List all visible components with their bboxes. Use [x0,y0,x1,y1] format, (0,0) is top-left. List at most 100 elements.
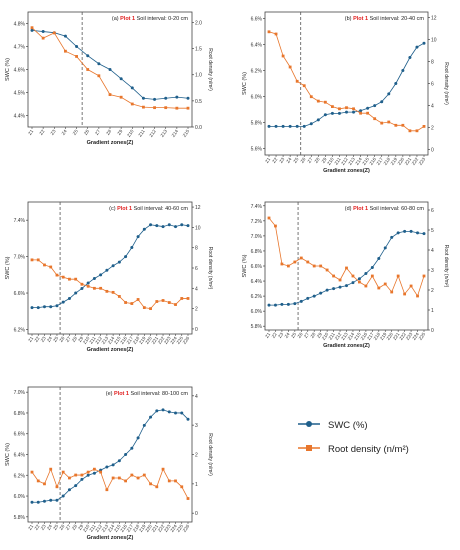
root-density-point [338,107,341,111]
root-density-point [288,65,292,69]
x-tick-label: Z5 [52,523,59,531]
x-tick-label: Z13 [101,335,110,345]
x-tick-label: Z8 [314,156,321,164]
y2-tick-label: 0 [195,327,198,333]
x-tick-label: Z8 [71,523,78,531]
x-tick-label: Z4 [284,331,291,339]
root-density-point [394,123,398,127]
x-tick-label: Z6 [296,331,303,339]
x-tick-label: Z1 [264,331,271,339]
x-tick-label: Z19 [379,331,388,341]
panel-interval: Soil interval: 20-40 cm [370,16,425,22]
x-tick-label: Z2 [38,128,45,136]
y-tick-label: 5.6% [251,147,263,153]
x-tick-label: Z15 [113,523,122,533]
root-density-point [68,476,71,480]
x-tick-label: Z8 [105,128,112,136]
swc-point [36,306,40,310]
x-tick-label: Z22 [411,156,420,166]
swc-point [92,471,96,475]
swc-point [155,224,159,228]
root-density-point [274,224,277,228]
swc-point [80,286,84,290]
root-density-point [299,256,303,260]
root-density-point [97,74,101,78]
swc-point [338,285,342,289]
root-density-point [49,467,53,471]
root-density-point [149,482,152,486]
x-tick-label: Z15 [361,156,370,166]
x-tick-label: Z6 [299,156,306,164]
root-density-point [295,79,299,83]
y-tick-label: 6.2% [14,327,26,333]
root-density-point [124,301,127,304]
swc-point [274,124,278,128]
root-density-point [161,467,165,471]
root-density-point [167,301,171,304]
x-tick-label: Z24 [411,331,420,341]
x-tick-label: Z15 [353,331,362,341]
y-tick-label: 5.8% [14,515,26,521]
root-density-point [416,294,419,298]
panel-plot-word: Plot 1 [353,16,368,22]
y-tick-label: 6.8% [14,411,26,417]
root-density-point [380,121,384,125]
root-density-point [55,273,59,277]
x-tick-label: Z13 [340,331,349,341]
x-tick-label: Z6 [58,523,65,531]
y-tick-label: 7.4% [251,204,263,210]
swc-point [408,56,412,59]
x-tick-label: Z25 [176,523,185,533]
y2-tick-label: 0.5 [195,99,202,105]
y2-axis-label: Root density (n/m²) [443,62,449,105]
root-density-point [36,258,40,262]
swc-point [316,118,320,122]
root-density-point [36,479,40,483]
root-density-point [74,277,78,281]
x-tick-label: Z3 [40,523,47,531]
y2-tick-label: 2.0 [195,20,202,26]
swc-point [124,453,128,456]
x-tick-label: Z10 [326,156,335,166]
root-density-point [64,49,67,53]
swc-point [108,68,112,71]
swc-point [49,305,53,309]
swc-point [130,446,134,450]
swc-point [312,294,316,298]
legend-root-label: Root density (n/m²) [328,444,409,455]
root-density-point [108,93,112,96]
y-tick-label: 4.4% [14,114,26,120]
swc-point [67,488,71,492]
swc-point [86,281,90,285]
x-tick-label: Z22 [157,523,166,533]
x-tick-label: Z9 [77,523,84,531]
root-density-series-line [268,31,425,132]
swc-point [267,303,271,307]
y2-axis-label: Root density (n/m²) [207,247,213,290]
root-density-point [281,54,285,58]
x-tick-label: Z7 [65,335,72,343]
x-tick-label: Z7 [306,156,313,164]
swc-point [280,302,284,306]
x-tick-label: Z1 [27,128,34,136]
x-tick-label: Z10 [321,331,330,341]
swc-point [357,277,361,281]
y2-tick-label: 6 [195,266,198,272]
swc-point [186,96,190,100]
x-tick-label: Z9 [316,331,323,339]
swc-point [55,498,59,502]
root-density-point [415,129,419,133]
x-tick-label: Z20 [144,335,153,345]
swc-point [61,494,65,498]
root-density-point [306,260,310,264]
x-tick-label: Z22 [398,331,407,341]
swc-point [30,28,34,32]
swc-point [124,255,128,259]
y-tick-label: 7.0% [251,234,263,240]
root-density-point [174,303,177,306]
y-tick-label: 6.0% [251,309,263,315]
swc-series-line [269,42,425,127]
x-tick-label: Z20 [144,523,153,533]
swc-point [299,299,303,303]
y2-tick-label: 4 [195,394,198,400]
